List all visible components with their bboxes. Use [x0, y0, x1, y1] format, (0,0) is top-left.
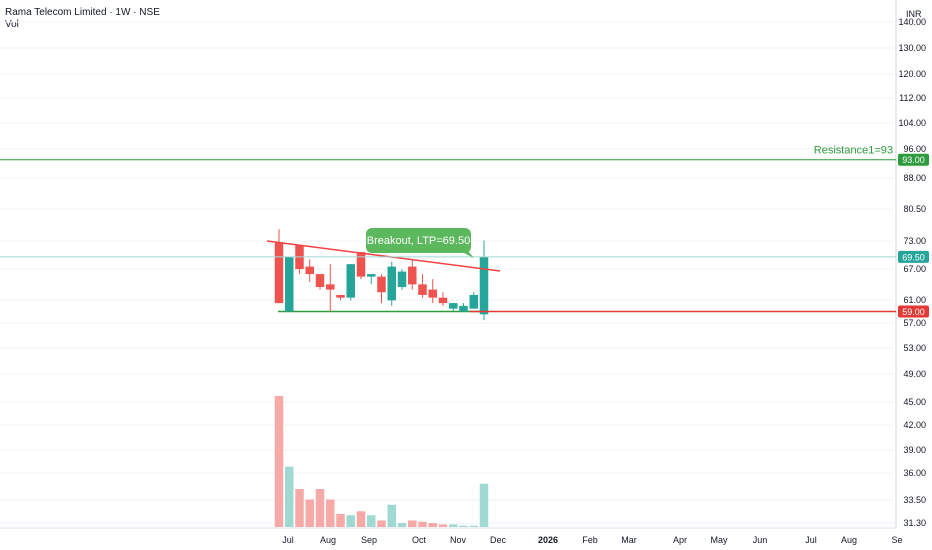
resistance-trendline [266, 240, 501, 272]
breakout-callout-pointer [462, 251, 474, 258]
price-tick-label: 42.00 [903, 420, 926, 430]
candle-body [367, 274, 376, 277]
time-tick-label: Jun [753, 535, 768, 545]
candle-body [438, 297, 448, 304]
candle-body [356, 252, 366, 277]
volume-bar [408, 520, 417, 527]
volume-bar [305, 499, 314, 527]
candle-body [479, 256, 489, 315]
time-tick-label: Sep [361, 535, 377, 545]
breakout-callout-bg [366, 228, 471, 253]
volume-indicator-label[interactable]: Vol [5, 19, 19, 30]
candle-body [315, 274, 325, 287]
price-tick-label: 96.00 [903, 144, 926, 154]
price-tick-label: 80.50 [903, 204, 926, 214]
time-tick-label: Apr [673, 535, 687, 545]
time-tick-label: Aug [320, 535, 336, 545]
price-tick-label: 130.00 [898, 43, 926, 53]
price-tick-label: 53.00 [903, 343, 926, 353]
last-price-badge: 69.50 [902, 252, 925, 262]
volume-bar [397, 523, 407, 527]
currency-label[interactable]: INR [906, 9, 922, 19]
candle-body [274, 242, 284, 304]
volume-bar [469, 525, 478, 527]
time-tick-label: Dec [490, 535, 507, 545]
time-tick-label: Mar [621, 535, 637, 545]
candle-body [326, 284, 335, 290]
price-tick-label: 49.00 [903, 369, 926, 379]
candle-body [459, 305, 468, 312]
price-tick-label: 36.00 [903, 468, 926, 478]
volume-bar [326, 499, 335, 527]
candle-body [418, 284, 427, 295]
candle-body [346, 264, 355, 298]
volume-bar [449, 524, 458, 527]
volume-bar [438, 524, 448, 527]
volume-bar [346, 515, 355, 527]
price-tick-label: 31.30 [903, 518, 926, 528]
volume-bar [356, 511, 366, 527]
price-tick-label: 88.00 [903, 173, 926, 183]
price-tick-label: 73.00 [903, 236, 926, 246]
chart-title: Rama Telecom Limited · 1W · NSE [5, 7, 160, 18]
resistance-price-badge: 93.00 [902, 155, 925, 165]
time-tick-label: May [710, 535, 728, 545]
volume-bar [459, 525, 468, 527]
volume-bar [336, 513, 345, 527]
candle-body [469, 294, 478, 309]
price-tick-label: 112.00 [899, 93, 926, 103]
price-tick-label: 39.00 [903, 445, 926, 455]
volume-bar [315, 489, 325, 527]
price-tick-label: 45.00 [903, 397, 926, 407]
time-tick-label: Aug [841, 535, 857, 545]
volume-bar [367, 515, 376, 527]
candle-body [305, 266, 314, 275]
time-tick-label: Se [891, 535, 902, 545]
volume-bar [479, 483, 489, 527]
candle-body [428, 289, 437, 298]
price-tick-label: 104.00 [898, 118, 926, 128]
resistance-price-badge-bg [898, 153, 929, 166]
last-price-badge-bg [898, 250, 929, 263]
time-tick-label: 2026 [538, 535, 558, 545]
price-tick-label: 67.00 [903, 264, 926, 274]
volume-bar [418, 521, 427, 527]
volume-bar [377, 520, 386, 527]
candle-body [397, 271, 407, 287]
volume-bar [387, 504, 396, 527]
candle-body [408, 266, 417, 285]
candle-body [449, 303, 458, 309]
time-tick-label: Nov [450, 535, 467, 545]
price-tick-label: 33.50 [903, 495, 926, 505]
time-tick-label: Jul [282, 535, 294, 545]
volume-bar [274, 396, 284, 527]
volume-bar [285, 466, 294, 527]
time-tick-label: Oct [412, 535, 427, 545]
candle-body [285, 256, 294, 312]
candle-body [377, 276, 386, 293]
time-tick-label: Jul [805, 535, 817, 545]
support-price-badge: 59.00 [902, 307, 925, 317]
time-tick-label: Feb [582, 535, 598, 545]
candle-body [336, 294, 345, 298]
resistance-label: Resistance1=93 [814, 145, 893, 157]
price-tick-label: 140.00 [898, 17, 926, 27]
breakout-callout-label: Breakout, LTP=69.50 [367, 235, 470, 247]
volume-bar [295, 489, 304, 527]
price-tick-label: 57.00 [903, 318, 926, 328]
price-tick-label: 61.00 [903, 295, 926, 305]
support-price-badge-bg [898, 305, 929, 318]
volume-bar [428, 523, 437, 527]
price-tick-label: 120.00 [898, 69, 926, 79]
candle-body [387, 266, 396, 301]
